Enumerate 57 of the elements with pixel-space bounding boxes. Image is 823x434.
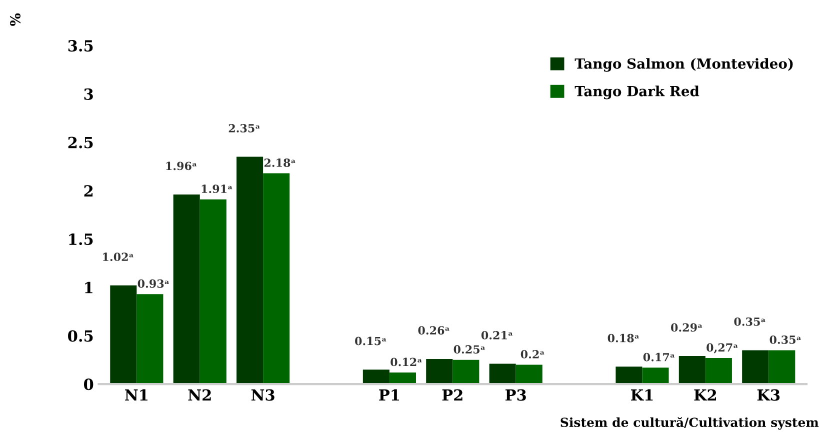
bar bbox=[742, 350, 769, 384]
y-tick-label: 1.5 bbox=[69, 233, 93, 246]
bar bbox=[452, 360, 480, 384]
data-label: 0.12ᵃ bbox=[390, 358, 422, 366]
data-label: 0.26ᵃ bbox=[418, 326, 450, 335]
y-tick-label: 0.5 bbox=[68, 330, 93, 342]
bar bbox=[200, 199, 226, 384]
x-tick-label: N3 bbox=[251, 389, 274, 401]
x-tick-label: K2 bbox=[694, 389, 716, 401]
x-tick-label: P3 bbox=[506, 389, 526, 401]
bar bbox=[768, 350, 796, 384]
data-label: 0.17ᵃ bbox=[643, 352, 674, 362]
data-label: 1.96ᵃ bbox=[166, 162, 197, 170]
bar bbox=[263, 173, 290, 384]
y-tick-label: 2.5 bbox=[68, 136, 93, 148]
data-label: 0.25ᵃ bbox=[454, 345, 485, 354]
x-tick-label: P1 bbox=[379, 389, 399, 401]
data-label: 0.15ᵃ bbox=[355, 336, 386, 346]
bar bbox=[678, 356, 706, 384]
data-label: 0,27ᵃ bbox=[706, 343, 738, 354]
legend-label: Tango Salmon (Montevideo) bbox=[574, 58, 793, 72]
y-tick-label: 0 bbox=[84, 378, 94, 390]
bar bbox=[489, 364, 516, 384]
x-tick-label: N2 bbox=[188, 389, 211, 401]
data-label: 1.91ᵃ bbox=[202, 184, 232, 194]
y-tick-label: 1 bbox=[85, 282, 92, 294]
data-label: 2.18ᵃ bbox=[264, 158, 296, 167]
x-tick-label: N1 bbox=[125, 389, 148, 401]
data-label: 0.21ᵃ bbox=[481, 331, 513, 340]
x-tick-label: K3 bbox=[757, 389, 780, 401]
data-label: 1.02ᵃ bbox=[103, 252, 134, 262]
bar bbox=[426, 358, 453, 384]
x-tick-label: K1 bbox=[630, 389, 653, 401]
y-tick-label: 3 bbox=[84, 88, 93, 100]
bar bbox=[516, 364, 542, 384]
bar bbox=[136, 294, 164, 384]
bar bbox=[236, 156, 264, 384]
bar bbox=[705, 358, 732, 384]
data-label: 0.35ᵃ bbox=[734, 317, 766, 326]
x-axis-title: Sistem de cultură/Cultivation system bbox=[560, 417, 819, 430]
y-tick-label: 2 bbox=[84, 185, 93, 196]
bar bbox=[616, 366, 642, 384]
legend-label: Tango Dark Red bbox=[574, 86, 700, 100]
data-label: 0.18ᵃ bbox=[608, 334, 639, 342]
bar bbox=[362, 370, 390, 384]
data-label: 2.35ᵃ bbox=[228, 124, 260, 132]
bar bbox=[173, 194, 200, 384]
data-label: 0.2ᵃ bbox=[520, 350, 544, 358]
bar bbox=[389, 372, 416, 384]
y-axis-title: % bbox=[10, 13, 20, 26]
y-tick-label: 3.5 bbox=[68, 40, 93, 52]
x-tick-label: P2 bbox=[442, 389, 462, 401]
data-label: 0.35ᵃ bbox=[770, 336, 801, 344]
bar bbox=[642, 368, 669, 384]
data-label: 0.93ᵃ bbox=[138, 279, 169, 288]
bar bbox=[110, 285, 137, 384]
data-label: 0.29ᵃ bbox=[671, 323, 702, 332]
